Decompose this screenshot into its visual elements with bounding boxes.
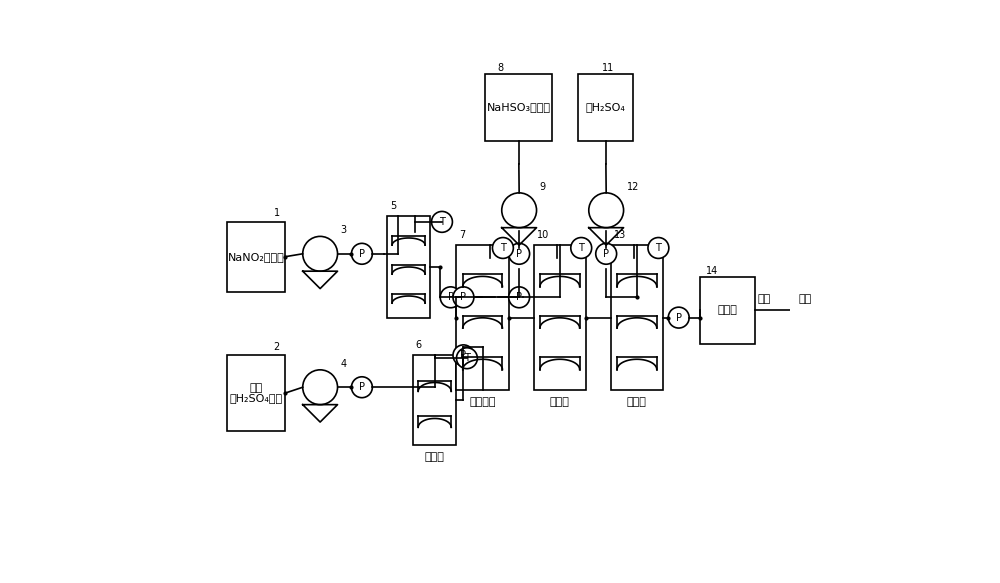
Text: 12: 12 — [626, 182, 639, 192]
Bar — [227, 355, 285, 431]
Text: P: P — [359, 382, 365, 392]
Text: P: P — [676, 312, 682, 322]
Circle shape — [456, 348, 477, 368]
Text: NaNO₂水溶液: NaNO₂水溶液 — [228, 252, 285, 262]
Bar — [700, 277, 755, 344]
Text: 6: 6 — [416, 340, 422, 350]
Bar — [485, 74, 552, 141]
Text: P: P — [359, 249, 365, 259]
Text: T: T — [464, 353, 470, 363]
Bar — [413, 355, 456, 445]
Text: 11: 11 — [602, 63, 614, 73]
Circle shape — [351, 377, 372, 398]
Text: 7: 7 — [459, 230, 466, 240]
Circle shape — [453, 345, 474, 366]
Text: 8: 8 — [497, 63, 503, 73]
Bar — [387, 216, 430, 318]
Text: 产品: 产品 — [799, 294, 812, 304]
Text: 3: 3 — [340, 226, 347, 236]
Text: P: P — [460, 292, 466, 303]
Text: 2: 2 — [274, 342, 280, 352]
Bar — [456, 245, 509, 390]
Text: 稀H₂SO₄: 稀H₂SO₄ — [586, 102, 626, 113]
Bar — [611, 245, 663, 390]
Circle shape — [440, 287, 461, 308]
Circle shape — [351, 243, 372, 264]
Text: P: P — [516, 249, 522, 259]
Bar — [534, 245, 586, 390]
Text: 水解区: 水解区 — [627, 396, 647, 407]
Text: NaHSO₃水溶液: NaHSO₃水溶液 — [487, 102, 551, 113]
Text: T: T — [500, 243, 506, 253]
Text: 还原区: 还原区 — [550, 396, 570, 407]
Text: 结晶釜: 结晶釜 — [718, 305, 738, 315]
Circle shape — [596, 243, 617, 264]
Text: 13: 13 — [614, 230, 626, 240]
Text: 9: 9 — [539, 182, 546, 192]
Text: 离心: 离心 — [757, 294, 770, 304]
Text: 重氮化区: 重氮化区 — [469, 396, 496, 407]
Circle shape — [509, 287, 530, 308]
Text: 14: 14 — [706, 266, 718, 276]
Text: P: P — [448, 292, 454, 303]
Text: 10: 10 — [537, 230, 549, 240]
Text: 1: 1 — [274, 208, 280, 218]
Circle shape — [571, 237, 592, 258]
Circle shape — [492, 237, 513, 258]
Text: P: P — [603, 249, 609, 259]
Text: T: T — [439, 217, 445, 227]
Text: 5: 5 — [390, 201, 396, 211]
Circle shape — [453, 287, 474, 308]
Text: T: T — [655, 243, 661, 253]
Text: P: P — [516, 292, 522, 303]
Text: 4: 4 — [340, 359, 347, 369]
Text: P: P — [460, 350, 466, 360]
Circle shape — [648, 237, 669, 258]
Circle shape — [668, 307, 689, 328]
Circle shape — [432, 212, 452, 232]
Text: T: T — [578, 243, 584, 253]
Text: 保温区: 保温区 — [425, 452, 445, 462]
Text: 苯胺: 苯胺 — [250, 383, 263, 393]
Text: 稀H₂SO₄溶液: 稀H₂SO₄溶液 — [230, 394, 283, 403]
Circle shape — [509, 243, 530, 264]
Bar — [227, 222, 285, 292]
Bar — [578, 74, 633, 141]
